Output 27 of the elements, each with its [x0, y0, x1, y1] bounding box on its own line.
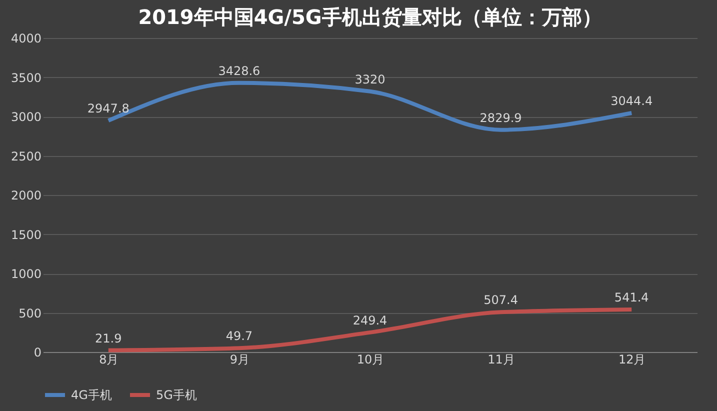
- data-label: 3044.4: [610, 94, 653, 108]
- legend-label: 5G手机: [156, 388, 197, 402]
- x-tick-label: 11月: [488, 352, 515, 366]
- y-tick-label: 2500: [10, 149, 42, 164]
- data-label: 541.4: [614, 290, 649, 304]
- data-label: 21.9: [95, 331, 122, 346]
- x-tick-label: 12月: [618, 352, 646, 366]
- y-tick-label: 3000: [10, 110, 42, 124]
- data-label: 49.7: [226, 329, 253, 344]
- y-tick-label: 2000: [10, 188, 42, 202]
- data-label: 249.4: [352, 313, 388, 328]
- y-tick-label: 500: [18, 306, 42, 320]
- x-tick-label: 9月: [230, 352, 250, 366]
- x-tick-label: 8月: [99, 352, 119, 366]
- y-tick-label: 1000: [10, 267, 42, 281]
- y-tick-label: 4000: [10, 32, 42, 46]
- y-tick-label: 0: [34, 346, 42, 360]
- y-tick-label: 1500: [10, 228, 42, 242]
- data-label: 3428.6: [218, 64, 260, 78]
- chart-title: 2019年中国4G/5G手机出货量对比（单位：万部）: [138, 5, 602, 29]
- data-label: 3320: [354, 72, 386, 86]
- data-label: 507.4: [484, 293, 518, 308]
- legend-label: 4G手机: [71, 388, 112, 402]
- data-label: 2829.9: [480, 110, 522, 125]
- x-tick-label: 10月: [356, 352, 384, 366]
- data-label: 2947.8: [87, 102, 130, 116]
- y-tick-label: 3500: [10, 70, 42, 85]
